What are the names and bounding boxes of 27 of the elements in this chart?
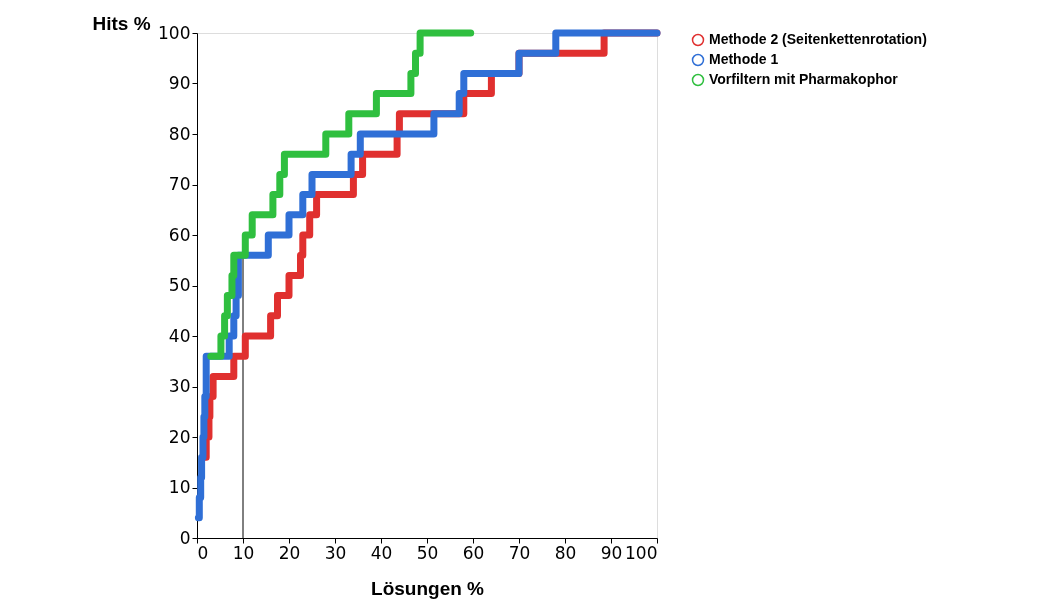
y-tick-label: 40 <box>168 325 191 346</box>
y-tick-label: 90 <box>168 73 191 93</box>
x-tick-label: 40 <box>370 542 393 563</box>
x-axis-title: Lösungen % <box>371 577 485 599</box>
y-tick-label: 70 <box>168 174 191 194</box>
x-tick-label: 30 <box>324 542 347 563</box>
y-tick-label: 50 <box>168 275 191 295</box>
y-tick-label: 100 <box>158 22 191 43</box>
x-tick-label: 100 <box>625 542 658 563</box>
y-tick-label: 60 <box>168 224 191 245</box>
legend-label: Vorfiltern mit Pharmakophor <box>709 71 899 87</box>
y-tick-label: 0 <box>179 527 191 548</box>
y-tick-label: 80 <box>168 123 191 144</box>
x-tick-label: 90 <box>600 542 623 563</box>
legend-label: Methode 1 <box>709 51 779 67</box>
y-tick-label: 20 <box>168 426 191 447</box>
x-tick-label: 50 <box>416 542 439 563</box>
x-tick-label: 0 <box>197 542 209 563</box>
x-tick-label: 20 <box>278 542 301 563</box>
x-tick-label: 10 <box>232 542 255 563</box>
y-axis-title: Hits % <box>92 12 151 34</box>
y-tick-label: 30 <box>168 376 191 396</box>
x-tick-label: 80 <box>554 542 577 563</box>
legend-label: Methode 2 (Seitenkettenrotation) <box>709 31 927 47</box>
y-tick-label: 10 <box>168 477 191 497</box>
x-tick-label: 60 <box>462 542 485 563</box>
x-tick-label: 70 <box>508 542 531 563</box>
